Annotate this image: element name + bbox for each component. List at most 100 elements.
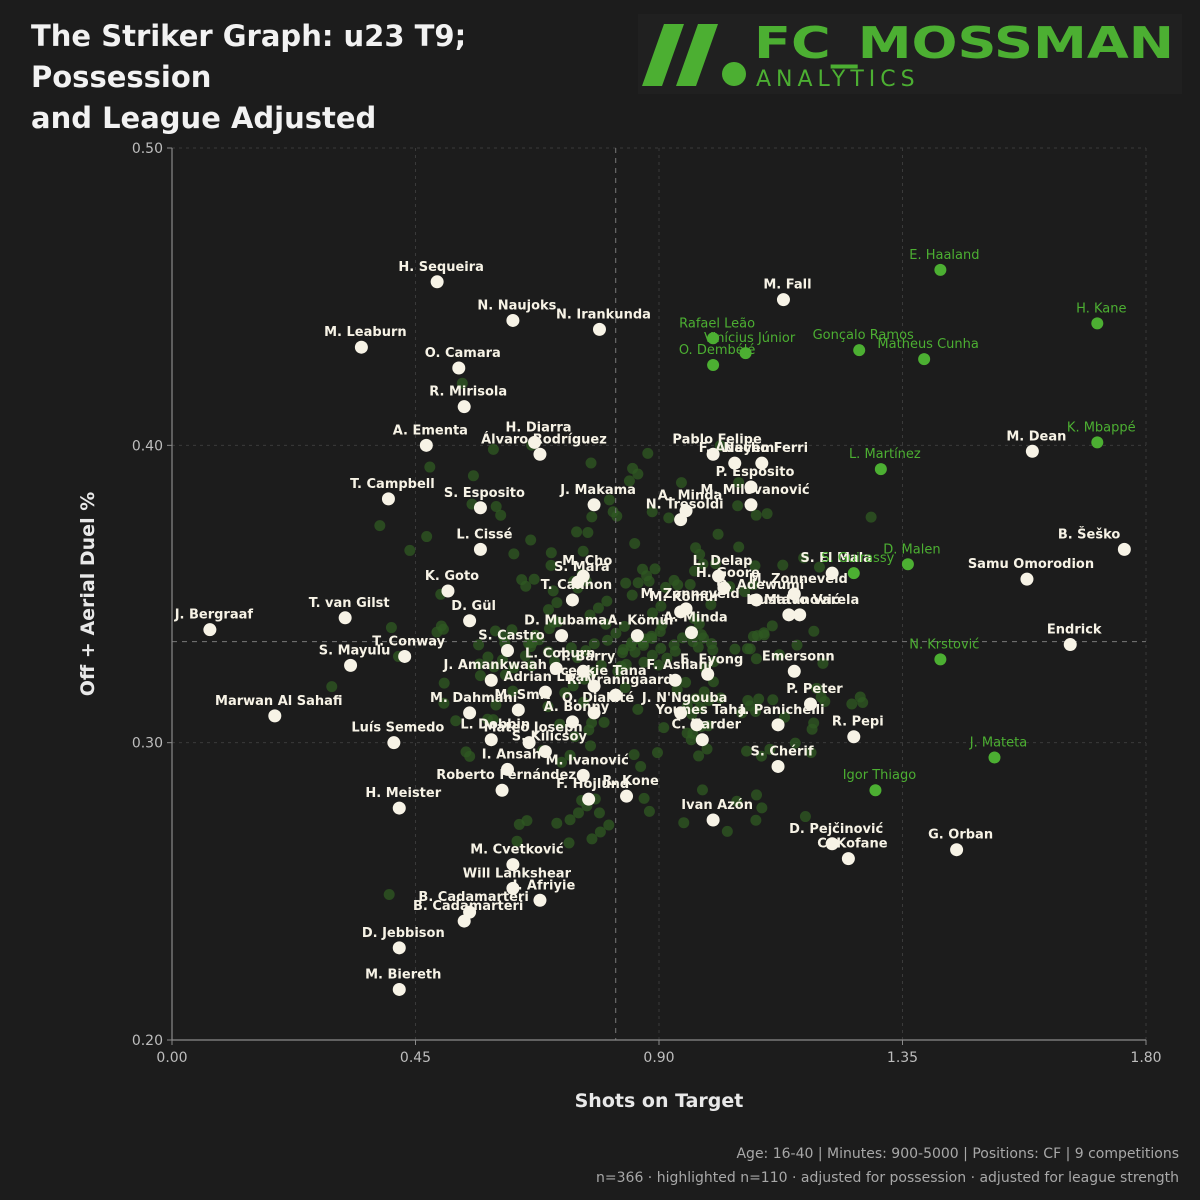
background-point (707, 644, 719, 656)
background-point (603, 819, 615, 831)
background-point (652, 659, 664, 671)
player-point-label: Ivan Azón (681, 798, 753, 813)
player-point (203, 623, 217, 637)
background-point (526, 660, 538, 672)
background-point (791, 639, 803, 651)
background-point (620, 658, 632, 670)
player-point (755, 456, 769, 470)
background-point (508, 662, 520, 674)
background-point (643, 805, 655, 817)
background-point (595, 659, 607, 671)
player-point-label: I. Ansah (482, 747, 541, 762)
highlighted-point-label: Igor Thiago (843, 768, 917, 783)
background-point (584, 609, 596, 621)
background-point (773, 649, 785, 661)
background-point (580, 645, 592, 657)
background-point (632, 577, 644, 589)
player-point-label: L. Cissé (456, 527, 512, 542)
background-point (741, 745, 753, 757)
player-point-label: M. Leaburn (324, 325, 407, 340)
player-point (847, 730, 861, 744)
player-point-label: J. Panichelli (738, 703, 824, 718)
background-point (750, 509, 762, 521)
player-point-label: Luís Semedo (351, 721, 444, 736)
background-point (811, 682, 823, 694)
player-point-label: T. Campbell (350, 477, 435, 492)
player-point (571, 575, 585, 589)
background-point (424, 461, 436, 473)
player-point-label: J. Amankwaah (443, 658, 547, 673)
background-point (646, 649, 658, 661)
player-point (441, 584, 455, 598)
player-point-label: C. Kofane (817, 837, 887, 852)
player-point (804, 697, 818, 711)
background-point (684, 578, 696, 590)
background-point (857, 696, 869, 708)
player-point (484, 673, 498, 687)
player-point-label: M. Milovanović (700, 483, 810, 498)
player-point (538, 745, 552, 759)
player-point (787, 587, 801, 601)
player-point-label: O. Diakité (562, 691, 635, 706)
background-point (632, 703, 644, 715)
player-point (392, 982, 406, 996)
player-point-label: Endrick (1047, 623, 1102, 638)
background-point (487, 443, 499, 455)
player-point-label: N. Tresoldi (646, 498, 724, 513)
player-point-label: Roberto Fernández (436, 768, 576, 783)
player-point-label: A. Kömür (607, 614, 675, 629)
axes: 0.00 0.45 0.90 1.35 1.80 0.20 0.30 0.40 0.50 Shot… (77, 141, 1162, 1112)
background-point (620, 577, 632, 589)
player-point-label: L. Delap (693, 554, 753, 569)
highlighted-point-label: O. Dembélé (679, 343, 756, 358)
player-point-label: J. Makama (559, 483, 636, 498)
background-point (569, 731, 581, 743)
player-point (392, 941, 406, 955)
background-point (571, 652, 583, 664)
player-point-label: Adrian Lirari (504, 670, 596, 685)
background-point (588, 638, 600, 650)
background-point (326, 681, 338, 693)
player-point-label: N. Naujoks (477, 298, 556, 313)
player-point (609, 688, 623, 702)
background-point (798, 552, 810, 564)
background-point (563, 837, 575, 849)
player-point-label: Álvaro Rodríguez (481, 431, 607, 447)
background-point (758, 629, 770, 641)
highlighted-point-label: Vinícius Júnior (704, 331, 796, 346)
background-point (701, 743, 713, 755)
highlighted-point (874, 463, 887, 476)
player-point (463, 614, 477, 628)
player-point-label: M. Biereth (365, 967, 441, 982)
background-point (602, 634, 614, 646)
player-point (576, 664, 590, 678)
player-point (506, 313, 520, 327)
background-point (435, 620, 447, 632)
player-point (419, 438, 433, 452)
player-point (630, 629, 644, 643)
background-point (655, 642, 667, 654)
highlighted-point-label: Gonçalo Ramos (813, 328, 914, 343)
background-point (548, 617, 560, 629)
background-point (693, 750, 705, 762)
background-point (618, 620, 630, 632)
background-point (577, 545, 589, 557)
player-point (381, 492, 395, 506)
player-point (771, 759, 785, 773)
player-point-label: D. Gül (451, 599, 496, 614)
background-point (764, 743, 776, 755)
x-tick-label: 0.00 (156, 1050, 187, 1066)
player-point-label: J. Bergraaf (174, 608, 254, 623)
player-point (387, 736, 401, 750)
highlighted-point (707, 332, 720, 345)
chart-title: The Striker Graph: u23 T9; Possession an… (31, 16, 631, 139)
player-point (1025, 444, 1039, 458)
background-point (767, 694, 779, 706)
highlighted-point-label: J. Mateta (969, 736, 1027, 751)
player-point (344, 658, 358, 672)
player-point (771, 718, 785, 732)
background-point (603, 494, 615, 506)
background-point (747, 579, 759, 591)
highlighted-point-label: S. Guirassy (821, 551, 894, 566)
